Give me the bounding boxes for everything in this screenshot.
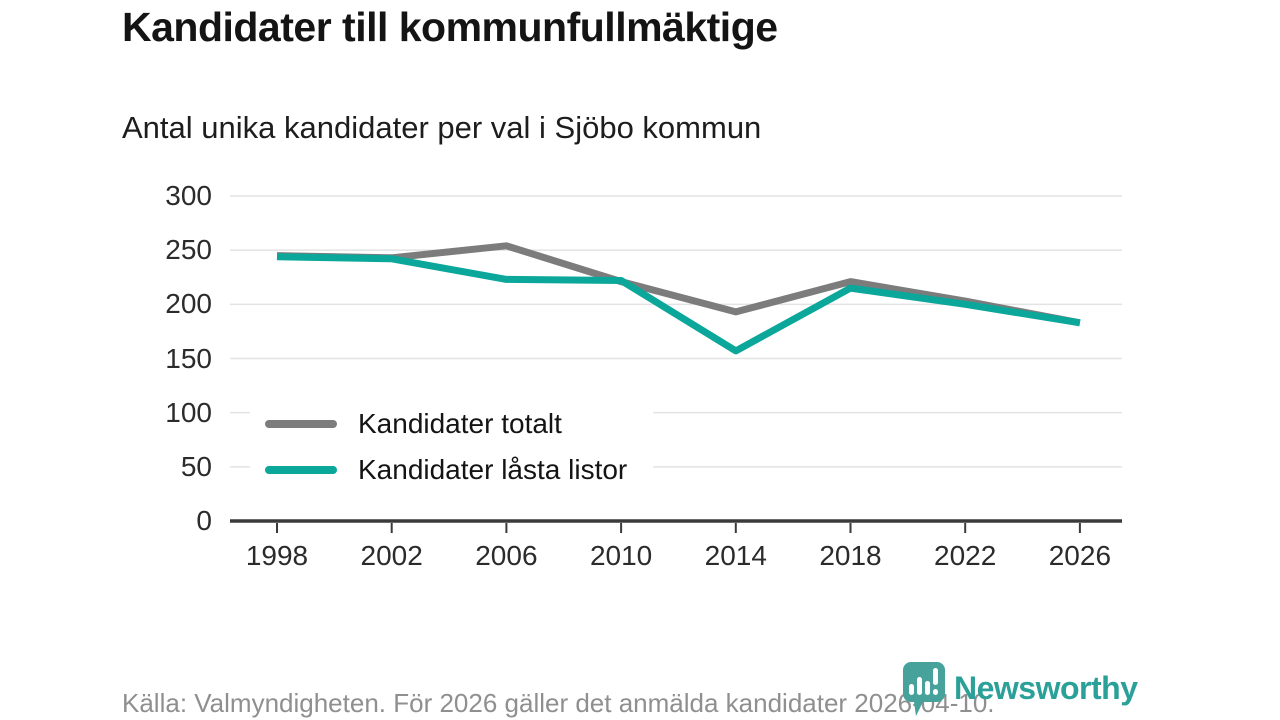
newsworthy-pin-barchart-icon xyxy=(903,662,945,716)
y-axis-tick-label: 0 xyxy=(196,505,212,536)
y-axis-tick-label: 150 xyxy=(165,342,212,374)
y-axis-tick-label: 100 xyxy=(165,396,212,428)
x-axis-tick-label: 2002 xyxy=(360,540,423,571)
newsworthy-logo: Newsworthy xyxy=(901,660,1138,720)
legend-item-locked: Kandidater låsta listor xyxy=(265,447,627,493)
x-axis-tick-label: 1998 xyxy=(245,540,309,571)
chart-subtitle: Antal unika kandidater per val i Sjöbo k… xyxy=(122,110,762,145)
legend-item-total: Kandidater totalt xyxy=(265,401,627,447)
x-axis-tick-label: 2006 xyxy=(475,540,538,571)
legend-swatch-locked xyxy=(265,466,337,474)
page-title: Kandidater till kommunfullmäktige xyxy=(122,4,778,50)
legend: Kandidater totalt Kandidater låsta listo… xyxy=(250,399,654,495)
x-axis-tick-label: 2026 xyxy=(1048,540,1112,571)
legend-label-locked: Kandidater låsta listor xyxy=(358,454,628,485)
y-axis-tick-label: 200 xyxy=(165,288,212,320)
source-note: Källa: Valmyndigheten. För 2026 gäller d… xyxy=(122,688,995,718)
newsworthy-wordmark: Newsworthy xyxy=(954,670,1138,706)
y-axis-tick-label: 50 xyxy=(180,450,212,482)
x-axis-tick-label: 2014 xyxy=(704,540,767,571)
y-axis-tick-label: 250 xyxy=(165,234,212,266)
legend-swatch-total xyxy=(265,420,337,428)
y-axis-tick-label: 300 xyxy=(165,180,212,211)
x-axis-tick-label: 2022 xyxy=(934,540,997,571)
series-line-locked xyxy=(276,253,1081,355)
x-axis-tick-label: 2010 xyxy=(589,540,653,571)
x-axis-tick-label: 2018 xyxy=(819,540,882,571)
legend-label-total: Kandidater totalt xyxy=(358,408,562,439)
series-line-total xyxy=(276,242,1081,327)
